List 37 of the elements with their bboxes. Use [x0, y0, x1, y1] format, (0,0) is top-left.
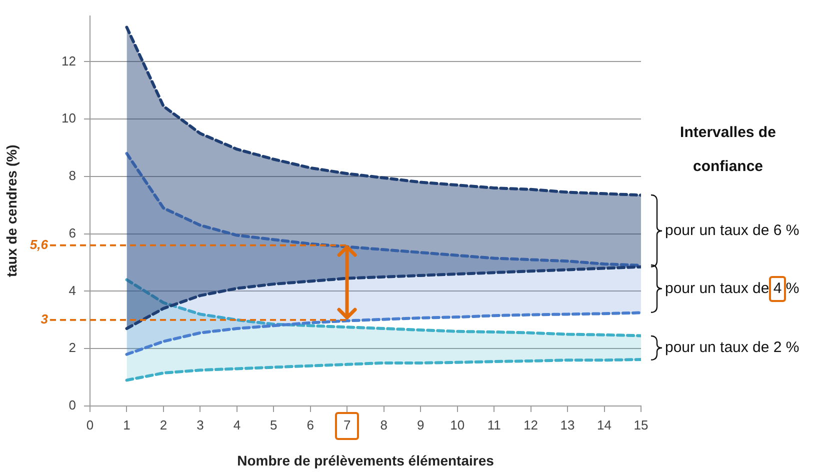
y-tick-label: 0 — [68, 398, 76, 413]
y-tick-label: 4 — [68, 282, 76, 298]
x-tick-label: 2 — [160, 417, 168, 432]
x-tick-label: 5 — [270, 417, 278, 432]
x-tick-label: 1 — [123, 417, 130, 432]
x-tick-label: 4 — [233, 417, 241, 432]
x-tick-label: 3 — [196, 417, 204, 432]
line-series — [125, 311, 641, 356]
y-tick-label: 10 — [62, 110, 76, 126]
x-axis-title: Nombre de prélèvements élémentaires — [237, 452, 494, 468]
x-tick-label: 15 — [634, 417, 648, 432]
y-tick-label: 2 — [68, 340, 76, 356]
y-tick-label: 6 — [68, 225, 76, 240]
series-label: pour un taux de 2 % — [665, 338, 800, 358]
x-tick-label: 14 — [597, 417, 612, 432]
y-tick-label: 12 — [62, 53, 76, 68]
ref-line-label: 5,6 — [30, 236, 49, 252]
line-series — [125, 265, 641, 330]
text: pour un taux de 6 % — [665, 220, 800, 241]
x-tick-label: 12 — [524, 417, 538, 432]
x-tick-label: 0 — [86, 417, 94, 432]
y-axis-title: taux de cendres (%) — [3, 144, 20, 278]
x-tick-label: 8 — [380, 417, 388, 432]
x-tick-label: 9 — [416, 417, 424, 432]
line-series — [125, 278, 641, 338]
y-tick-label: 8 — [68, 168, 76, 184]
x-tick-label: 6 — [306, 417, 314, 432]
ref-line-label: 3 — [40, 312, 49, 327]
line-series — [125, 152, 641, 267]
line-series — [125, 26, 641, 197]
text: Intervalles de confiance — [679, 123, 777, 177]
x-tick-label: 7 — [344, 417, 351, 432]
x-tick-label: 13 — [560, 417, 575, 432]
series-label: pour un taux de 4 % — [665, 279, 800, 300]
x-tick-label: 11 — [487, 417, 501, 432]
x-tick-label: 10 — [450, 417, 465, 432]
line-series — [125, 358, 641, 382]
